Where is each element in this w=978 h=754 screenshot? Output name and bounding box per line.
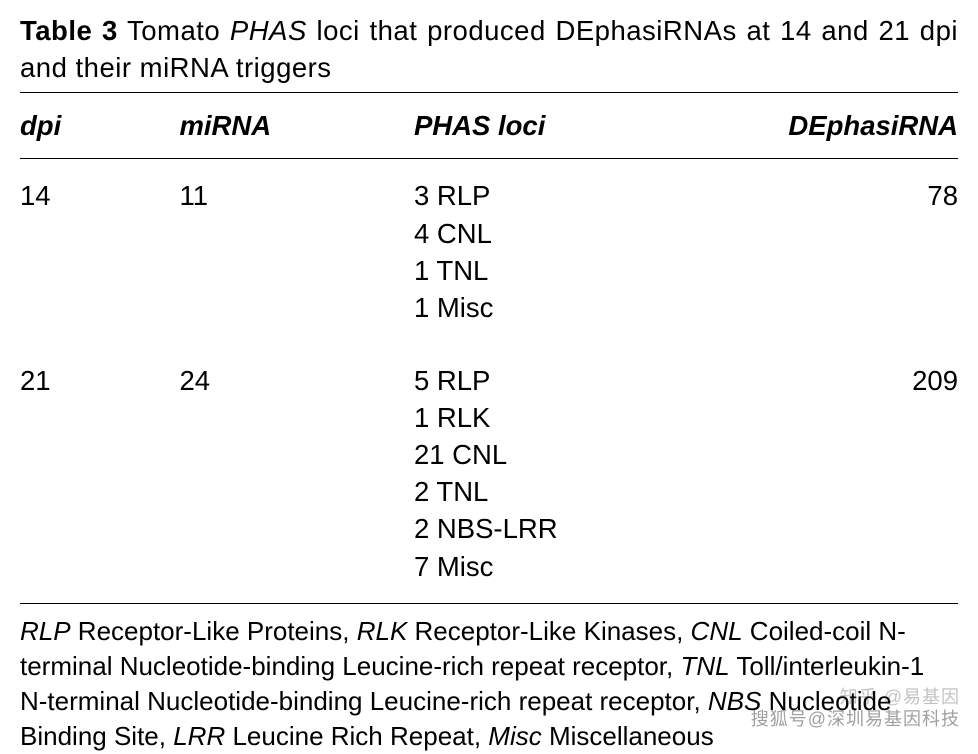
table-caption: Table 3 Tomato PHAS loci that produced D… <box>20 12 958 86</box>
phas-entry: 4 CNL <box>414 215 764 252</box>
table-footnote: RLP Receptor-Like Proteins, RLK Receptor… <box>20 614 958 754</box>
phas-entry: 2 NBS-LRR <box>414 510 764 547</box>
caption-text-1: Tomato <box>127 15 230 46</box>
cell-mirna: 24 <box>179 344 414 603</box>
phas-entry: 3 RLP <box>414 177 764 214</box>
cell-phas: 3 RLP4 CNL1 TNL1 Misc <box>414 159 770 344</box>
phas-table: dpi miRNA PHAS loci DEphasiRNA 14113 RLP… <box>20 92 958 603</box>
cell-mirna: 11 <box>179 159 414 344</box>
footnote-term: RLP <box>20 616 71 646</box>
footnote-term: TNL <box>680 651 729 681</box>
col-header-phas: PHAS loci <box>414 93 770 159</box>
table-row: 21245 RLP1 RLK21 CNL2 TNL2 NBS-LRR7 Misc… <box>20 344 958 603</box>
phas-entry: 1 TNL <box>414 252 764 289</box>
cell-de: 209 <box>770 344 958 603</box>
phas-entry: 2 TNL <box>414 473 764 510</box>
footnote-text: Receptor-Like Proteins, <box>71 616 357 646</box>
footnote-term: LRR <box>173 721 225 751</box>
footnote-term: RLK <box>357 616 408 646</box>
phas-entry: 1 RLK <box>414 399 764 436</box>
col-header-mirna: miRNA <box>179 93 414 159</box>
cell-de: 78 <box>770 159 958 344</box>
phas-entry: 7 Misc <box>414 548 764 585</box>
phas-entry: 1 Misc <box>414 289 764 326</box>
footnote-text: Leucine Rich Repeat, <box>225 721 488 751</box>
watermark-line-2: 搜狐号@深圳易基因科技 <box>751 707 960 731</box>
table-body: 14113 RLP4 CNL1 TNL1 Misc7821245 RLP1 RL… <box>20 159 958 603</box>
footnote-term: Misc <box>488 721 541 751</box>
caption-ital: PHAS <box>230 15 307 46</box>
cell-phas: 5 RLP1 RLK21 CNL2 TNL2 NBS-LRR7 Misc <box>414 344 770 603</box>
footnote-text: Miscellaneous <box>542 721 714 751</box>
watermark-line-1: 知乎 @易基因 <box>840 685 960 709</box>
table-container: Table 3 Tomato PHAS loci that produced D… <box>0 0 978 754</box>
table-label: Table 3 <box>20 15 118 46</box>
cell-dpi: 14 <box>20 159 179 344</box>
table-row: 14113 RLP4 CNL1 TNL1 Misc78 <box>20 159 958 344</box>
cell-dpi: 21 <box>20 344 179 603</box>
phas-entry: 21 CNL <box>414 436 764 473</box>
phas-entry: 5 RLP <box>414 362 764 399</box>
footnote-text: Receptor-Like Kinases, <box>407 616 690 646</box>
col-header-dpi: dpi <box>20 93 179 159</box>
col-header-de: DEphasiRNA <box>770 93 958 159</box>
footnote-term: CNL <box>691 616 743 646</box>
table-header-row: dpi miRNA PHAS loci DEphasiRNA <box>20 93 958 159</box>
